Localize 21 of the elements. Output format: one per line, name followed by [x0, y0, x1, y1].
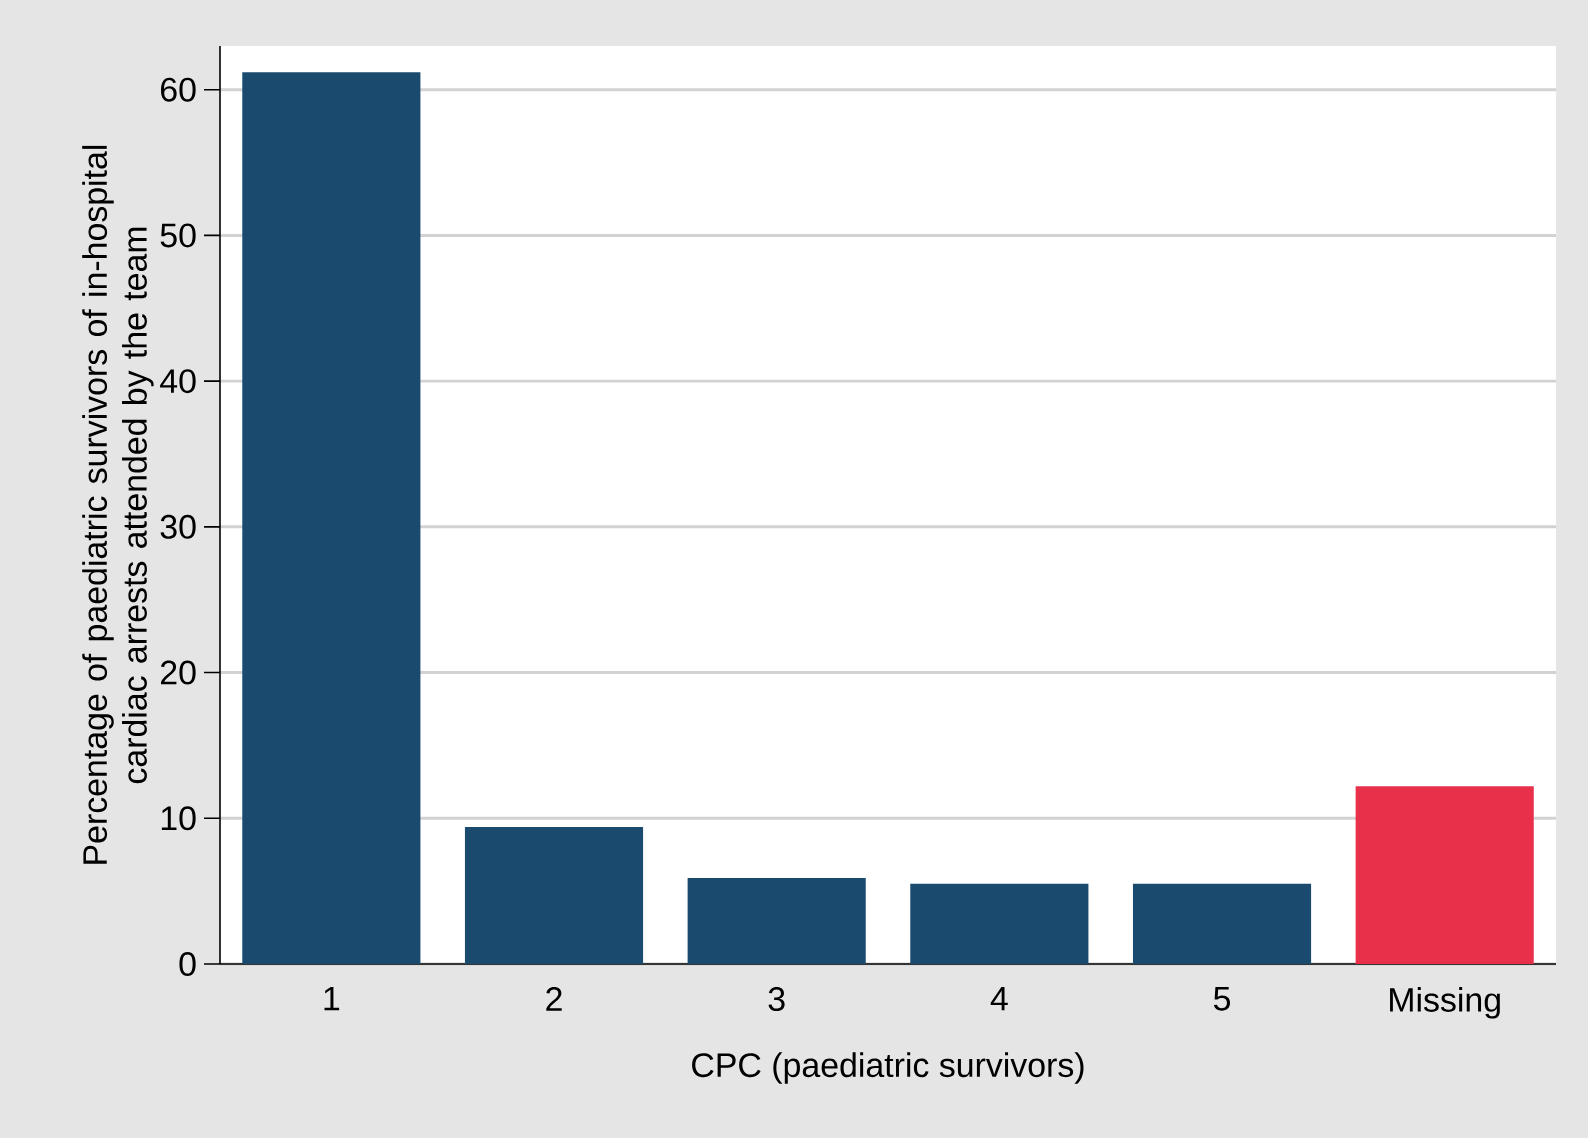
- y-tick-label: 20: [161, 660, 196, 685]
- bar: [910, 883, 1089, 964]
- bar: [464, 827, 644, 964]
- y-tick-label: 30: [160, 514, 196, 539]
- y-axis-title: Percentage of paediatric survivors of in-hospital cardiac arrests attended by the team: [82, 145, 154, 864]
- y-tick-label: 40: [160, 369, 196, 394]
- x-tick-label: 5: [1213, 987, 1231, 1011]
- bar: [687, 878, 866, 964]
- y-tick-label: 60: [161, 77, 196, 102]
- x-tick-label: 2: [546, 987, 562, 1011]
- y-tick-label: 50: [160, 223, 196, 248]
- y-tick-label: 10: [161, 806, 196, 831]
- bar: [1355, 786, 1534, 964]
- x-axis-title: CPC (paediatric survivors): [692, 1052, 1084, 1084]
- y-tick-label: 0: [179, 951, 196, 976]
- x-tick-label: Missing: [1390, 987, 1500, 1019]
- bar: [1132, 883, 1312, 964]
- x-tick-label: 3: [768, 987, 785, 1012]
- bar: [242, 72, 421, 964]
- x-tick-label: 4: [990, 987, 1008, 1011]
- x-tick-label: 1: [324, 987, 340, 1011]
